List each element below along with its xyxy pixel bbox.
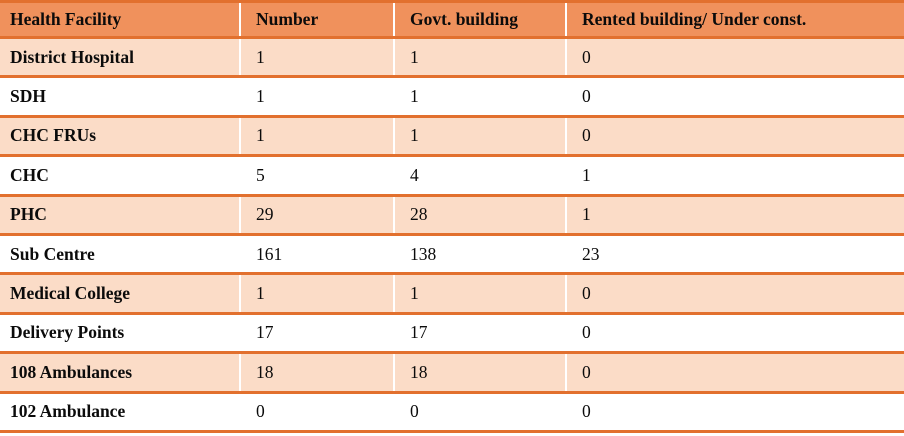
column-header-rented-building: Rented building/ Under const. bbox=[565, 1, 904, 38]
number-cell: 1 bbox=[239, 273, 394, 314]
facility-name-cell: Delivery Points bbox=[10, 322, 125, 343]
govt-building-cell: 1 bbox=[393, 37, 566, 77]
govt-building-cell: 0 bbox=[393, 392, 566, 432]
rented-building-cell: 0 bbox=[565, 37, 904, 77]
table-row: Medical College 1 1 0 bbox=[0, 273, 904, 314]
number-cell: 0 bbox=[239, 392, 394, 432]
table-row: 108 Ambulances 18 18 0 bbox=[0, 352, 904, 393]
column-header-number: Number bbox=[239, 1, 394, 38]
rented-building-cell: 0 bbox=[565, 116, 904, 156]
column-header-health-facility: Health Facility bbox=[10, 9, 122, 29]
number-cell: 18 bbox=[239, 352, 394, 393]
number-cell: 17 bbox=[239, 313, 394, 353]
facility-name-cell: SDH bbox=[10, 86, 46, 107]
table-row: PHC 29 28 1 bbox=[0, 195, 904, 235]
rented-building-cell: 1 bbox=[565, 155, 904, 196]
table-row: CHC FRUs 1 1 0 bbox=[0, 116, 904, 156]
govt-building-cell: 1 bbox=[393, 273, 566, 314]
facility-name-cell: 108 Ambulances bbox=[10, 361, 133, 382]
table-row: Sub Centre 161 138 23 bbox=[0, 234, 904, 274]
govt-building-cell: 18 bbox=[393, 352, 566, 393]
number-cell: 161 bbox=[239, 234, 394, 274]
rented-building-cell: 23 bbox=[565, 234, 904, 274]
number-cell: 5 bbox=[239, 155, 394, 196]
rented-building-cell: 0 bbox=[565, 313, 904, 353]
govt-building-cell: 17 bbox=[393, 313, 566, 353]
column-header-govt-building: Govt. building bbox=[393, 1, 566, 38]
table-row: 102 Ambulance 0 0 0 bbox=[0, 392, 904, 432]
number-cell: 1 bbox=[239, 116, 394, 156]
govt-building-cell: 28 bbox=[393, 195, 566, 235]
header-row: Health Facility Number Govt. building Re… bbox=[0, 1, 904, 38]
facility-name-cell: District Hospital bbox=[10, 46, 134, 67]
number-cell: 1 bbox=[239, 76, 394, 117]
govt-building-cell: 138 bbox=[393, 234, 566, 274]
rented-building-cell: 0 bbox=[565, 392, 904, 432]
facility-name-cell: PHC bbox=[10, 204, 47, 225]
rented-building-cell: 0 bbox=[565, 352, 904, 393]
number-cell: 1 bbox=[239, 37, 394, 77]
number-cell: 29 bbox=[239, 195, 394, 235]
facility-name-cell: CHC bbox=[10, 164, 49, 185]
table-row: District Hospital 1 1 0 bbox=[0, 37, 904, 77]
table-row: CHC 5 4 1 bbox=[0, 155, 904, 196]
rented-building-cell: 0 bbox=[565, 273, 904, 314]
facility-name-cell: CHC FRUs bbox=[10, 125, 97, 146]
facility-name-cell: Sub Centre bbox=[10, 243, 95, 264]
rented-building-cell: 0 bbox=[565, 76, 904, 117]
govt-building-cell: 1 bbox=[393, 76, 566, 117]
facility-name-cell: 102 Ambulance bbox=[10, 401, 126, 422]
table-row: Delivery Points 17 17 0 bbox=[0, 313, 904, 353]
facility-name-cell: Medical College bbox=[10, 283, 131, 304]
table-row: SDH 1 1 0 bbox=[0, 76, 904, 117]
govt-building-cell: 4 bbox=[393, 155, 566, 196]
govt-building-cell: 1 bbox=[393, 116, 566, 156]
rented-building-cell: 1 bbox=[565, 195, 904, 235]
